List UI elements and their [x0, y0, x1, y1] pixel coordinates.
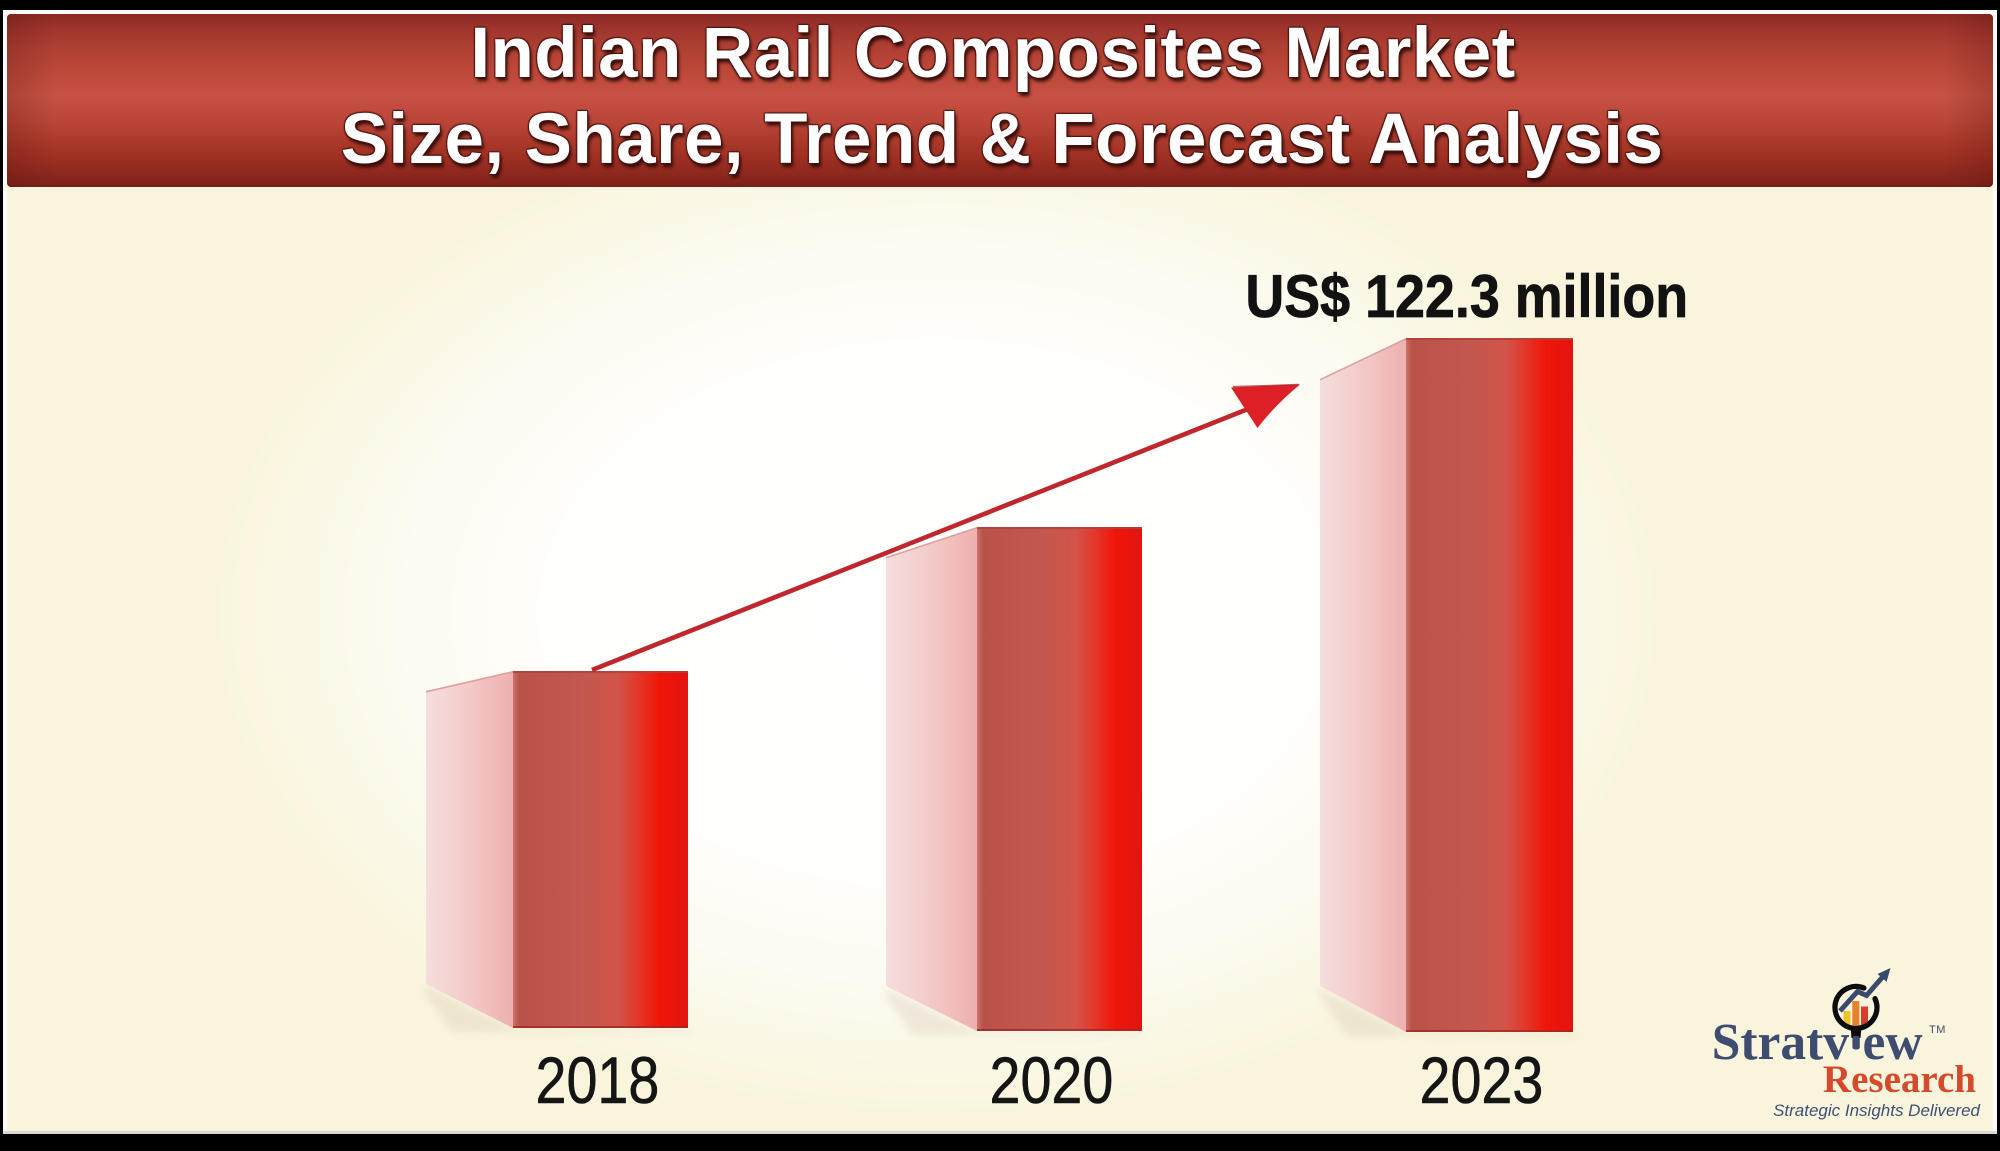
- svg-text:Research: Research: [1823, 1058, 1976, 1101]
- svg-text:TM: TM: [1929, 1024, 1946, 1036]
- svg-text:Strategic Insights Delivered: Strategic Insights Delivered: [1773, 1101, 1980, 1120]
- svg-text:Stratv: Stratv: [1712, 1014, 1850, 1071]
